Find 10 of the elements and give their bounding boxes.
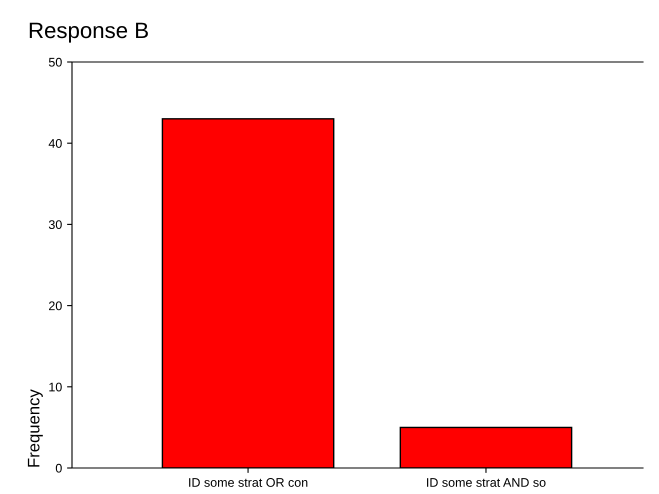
y-tick-label: 50	[48, 58, 62, 67]
y-tick-label: 20	[49, 301, 62, 310]
y-tick-label: 0	[56, 464, 62, 473]
x-tick-label: ID some strat AND so	[427, 478, 546, 487]
chart-title: Response B	[30, 22, 148, 43]
y-axis-title: Frequency	[28, 389, 43, 467]
x-tick-label: ID some strat OR con	[189, 478, 308, 487]
y-tick-label: 10	[49, 382, 62, 392]
y-tick-label: 40	[48, 139, 62, 148]
y-tick-label: 30	[48, 220, 62, 230]
